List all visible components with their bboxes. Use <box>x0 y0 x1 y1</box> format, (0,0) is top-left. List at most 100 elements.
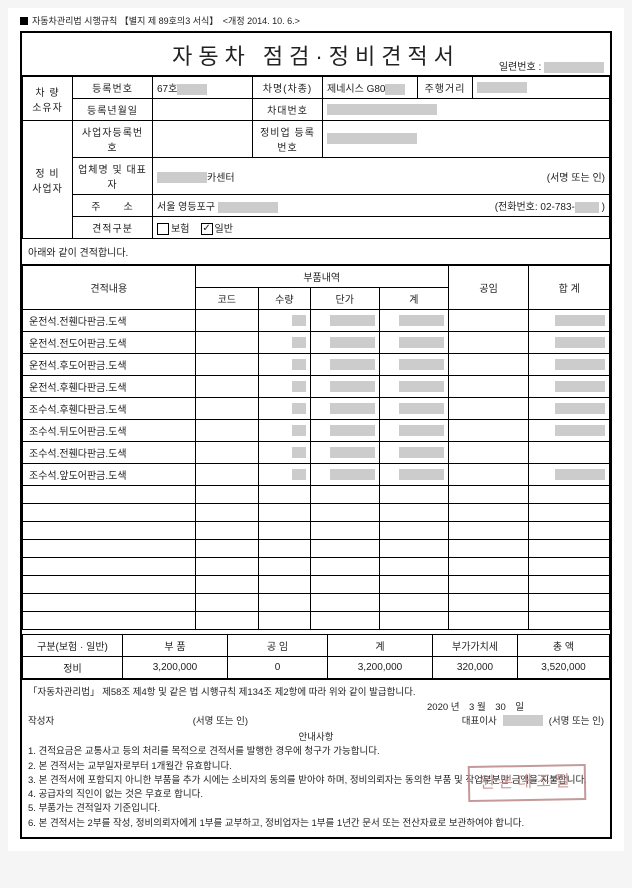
cell <box>310 310 379 332</box>
table-row: 운전석.전도어판금.도색 <box>23 332 610 354</box>
ceo-seal: (서명 또는 인) <box>549 715 604 729</box>
cell <box>258 420 310 442</box>
form-outer: 자동차 점검·정비견적서 일련번호 : 차 량 소유자 등록번호 67호 차명(… <box>20 31 612 839</box>
col-qty: 수량 <box>258 288 310 310</box>
sum-vat: 320,000 <box>433 657 518 679</box>
col-code: 코드 <box>195 288 258 310</box>
cell <box>529 420 610 442</box>
seal-note: (서명 또는 인) <box>547 169 605 184</box>
cell <box>379 522 448 540</box>
cell <box>195 504 258 522</box>
table-row <box>23 594 610 612</box>
form-title: 자동차 점검·정비견적서 일련번호 : <box>22 33 610 76</box>
cell <box>379 594 448 612</box>
table-row: 운전석.후도어판금.도색 <box>23 354 610 376</box>
sum-total-label: 총 액 <box>518 635 610 657</box>
cell <box>379 420 448 442</box>
est-type-label: 견적구분 <box>73 217 153 239</box>
col-content: 견적내용 <box>23 266 196 310</box>
table-row <box>23 558 610 576</box>
serial-value <box>544 62 604 73</box>
table-row <box>23 504 610 522</box>
cell <box>529 398 610 420</box>
cell: 운전석.전도어판금.도색 <box>23 332 196 354</box>
cell <box>529 522 610 540</box>
shop-reg-no-value <box>323 121 610 158</box>
guide-6: 6. 본 견적서는 2부를 작성, 정비의뢰자에게 1부를 교부하고, 정비업자… <box>28 817 604 831</box>
cell <box>379 332 448 354</box>
cell <box>258 310 310 332</box>
cell <box>195 376 258 398</box>
cell <box>195 464 258 486</box>
col-parts: 부품내역 <box>195 266 448 288</box>
cell <box>258 376 310 398</box>
cell <box>195 576 258 594</box>
cell <box>23 522 196 540</box>
table-row: 조수석.전휀다판금.도색 <box>23 442 610 464</box>
cell <box>195 612 258 630</box>
cell <box>310 420 379 442</box>
guide-title: 안내사항 <box>28 731 604 745</box>
cell <box>310 594 379 612</box>
table-row: 조수석.뒤도어판금.도색 <box>23 420 610 442</box>
cell <box>310 558 379 576</box>
cell <box>23 558 196 576</box>
cell <box>379 486 448 504</box>
cell: 운전석.후도어판금.도색 <box>23 354 196 376</box>
sum-total: 3,520,000 <box>518 657 610 679</box>
cell <box>448 420 529 442</box>
cell <box>379 354 448 376</box>
cell <box>23 540 196 558</box>
cell <box>529 504 610 522</box>
serial-label: 일련번호 : <box>499 62 541 73</box>
cell <box>258 540 310 558</box>
cell <box>529 464 610 486</box>
sum-class: 정비 <box>23 657 123 679</box>
regulation-note: 자동차관리법 시행규칙 【별지 제 89호의3 서식】 <개정 2014. 10… <box>20 14 612 27</box>
cell <box>379 540 448 558</box>
cell <box>529 594 610 612</box>
cell <box>195 486 258 504</box>
cell <box>379 612 448 630</box>
cell <box>258 398 310 420</box>
cell <box>448 558 529 576</box>
sum-sub-label: 계 <box>328 635 433 657</box>
col-total: 합 계 <box>529 266 610 310</box>
cell <box>379 376 448 398</box>
cell <box>448 504 529 522</box>
table-row: 조수석.앞도어판금.도색 <box>23 464 610 486</box>
mileage-value <box>473 77 610 99</box>
header-table: 차 량 소유자 등록번호 67호 차명(차종) 제네시스 G80 주행거리 등록… <box>22 76 610 239</box>
title-text: 자동차 점검·정비견적서 <box>172 44 460 69</box>
company-value: 카센터 (서명 또는 인) <box>153 158 610 195</box>
car-name-value: 제네시스 G80 <box>323 77 418 99</box>
mileage-label: 주행거리 <box>418 77 473 99</box>
cell <box>310 398 379 420</box>
cell <box>448 354 529 376</box>
cell <box>448 376 529 398</box>
addr-label: 주 소 <box>73 195 153 217</box>
general-label: 일반 <box>215 224 233 235</box>
vin-value <box>323 99 610 121</box>
law-text: 「자동차관리법」 제58조 제4항 및 같은 법 시행규칙 제134조 제2항에… <box>28 686 604 700</box>
writer-seal: (서명 또는 인) <box>88 715 248 729</box>
cell: 조수석.앞도어판금.도색 <box>23 464 196 486</box>
sum-labor: 0 <box>228 657 328 679</box>
cell <box>23 594 196 612</box>
table-row: 운전석.후휀다판금.도색 <box>23 376 610 398</box>
cell <box>448 442 529 464</box>
cell <box>529 354 610 376</box>
cell <box>195 594 258 612</box>
cell <box>379 398 448 420</box>
table-row <box>23 576 610 594</box>
signature-row: 작성자 (서명 또는 인) 대표이사 (서명 또는 인) <box>28 715 604 729</box>
issue-date: 2020 년 3 월 30 일 <box>28 701 604 715</box>
ceo-name <box>503 715 543 726</box>
cell <box>23 504 196 522</box>
reg-date-value <box>153 99 253 121</box>
cell <box>23 486 196 504</box>
checkbox-insurance[interactable] <box>157 223 169 235</box>
guide-5: 5. 부품가는 견적일자 기준입니다. <box>28 802 604 816</box>
checkbox-general[interactable]: ✓ <box>201 223 213 235</box>
est-type-value: 보험 ✓일반 <box>153 217 610 239</box>
